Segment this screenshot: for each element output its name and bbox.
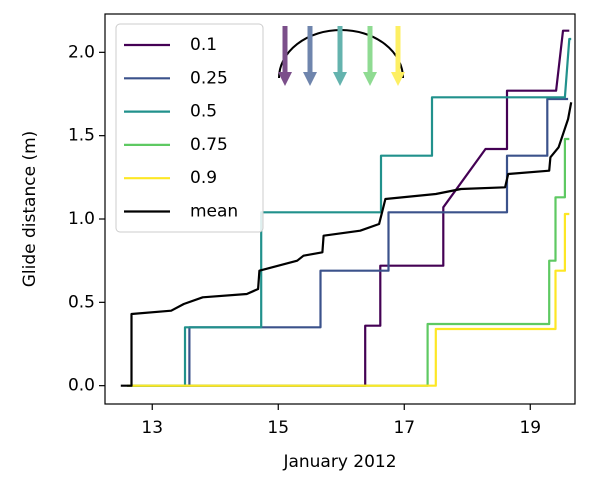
x-tick-label: 19 bbox=[519, 418, 541, 438]
legend: 0.1 0.25 0.5 0.75 0.9 mean bbox=[115, 23, 264, 233]
arrow-annotation bbox=[278, 26, 405, 86]
series-line bbox=[127, 37, 572, 387]
y-tick-label: 1.5 bbox=[68, 126, 95, 146]
legend-label: 0.9 bbox=[190, 168, 217, 188]
y-tick-label: 0.5 bbox=[68, 292, 95, 312]
series-line bbox=[127, 137, 570, 387]
y-tick-label: 0.0 bbox=[68, 376, 95, 396]
x-tick-label: 13 bbox=[141, 418, 163, 438]
legend-label: 0.1 bbox=[190, 35, 217, 55]
legend-label: 0.25 bbox=[190, 68, 228, 88]
plot-frame bbox=[104, 13, 576, 405]
legend-box bbox=[115, 23, 264, 233]
series-line bbox=[127, 29, 570, 387]
y-axis-label: Glide distance (m) bbox=[20, 131, 40, 288]
x-tick-label: 15 bbox=[267, 418, 289, 438]
series-line bbox=[127, 212, 570, 387]
x-axis-label: January 2012 bbox=[282, 452, 396, 472]
legend-label: 0.75 bbox=[190, 135, 228, 155]
series-line bbox=[127, 97, 569, 387]
legend-label: 0.5 bbox=[190, 102, 217, 122]
y-tick-label: 2.0 bbox=[68, 42, 95, 62]
legend-label: mean bbox=[190, 202, 238, 222]
x-tick-label: 17 bbox=[393, 418, 415, 438]
series-line bbox=[120, 102, 573, 387]
y-tick-label: 1.0 bbox=[68, 209, 95, 229]
